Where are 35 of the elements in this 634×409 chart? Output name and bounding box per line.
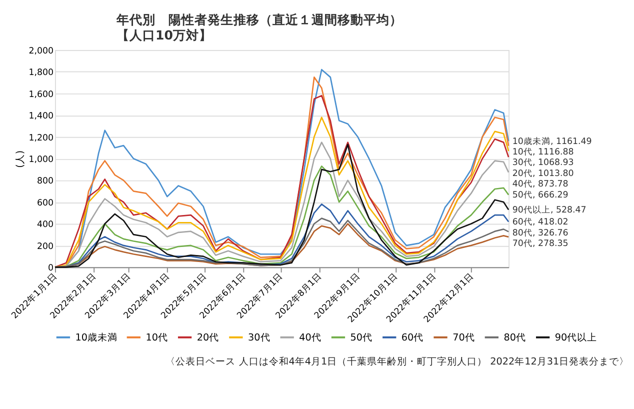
legend-label: 20代 [196,332,220,344]
legend-label: 10歳未満 [75,331,118,344]
annotation: 80代, 326.76 [512,227,568,238]
legend-label: 10代 [146,332,168,344]
chart-subtitle: 【人口10万対】 [116,27,212,42]
y-tick-label: 1,400 [28,112,54,122]
annotation: 40代, 873.78 [512,178,568,190]
y-tick-label: 800 [36,176,54,187]
legend-label: 40代 [299,332,322,344]
annotation: 20代, 1013.80 [512,168,574,179]
annotation: 10歳未満, 1161.49 [512,136,592,147]
y-tick-label: 1,800 [28,68,54,78]
y-tick-label: 1,600 [28,90,54,100]
y-tick-label: 200 [36,242,54,252]
y-tick-label: 2,000 [28,46,54,56]
legend-label: 30代 [248,332,270,344]
y-tick-label: 400 [36,220,54,230]
legend-label: 90代以上 [554,331,598,344]
y-axis-title: (人) [14,150,26,168]
annotation: 10代, 1116.88 [512,146,574,158]
y-tick-label: 1,000 [28,154,54,165]
annotation: 90代以上, 528.47 [512,204,586,216]
text: 〈公表日ベース 人口は令和4年4月1日（千葉県年齢別・町丁字別人口） 2022年12月31日発表分まで〉 [166,356,630,368]
chart-title: 年代別 陽性者発生推移（直近１週間移動平均） [116,12,403,27]
y-tick-label: 1,200 [28,133,54,144]
annotation: 30代, 1068.93 [512,157,574,168]
annotation: 50代, 666.29 [512,190,568,201]
legend-label: 70代 [452,332,475,344]
y-tick-label: 600 [36,198,54,208]
legend-label: 50代 [350,332,373,344]
legend-label: 60代 [401,332,424,344]
annotation: 70代, 278.35 [512,238,568,249]
y-tick-label: 0 [48,264,54,274]
annotation: 60代, 418.02 [512,216,568,228]
legend-label: 80代 [504,332,526,344]
